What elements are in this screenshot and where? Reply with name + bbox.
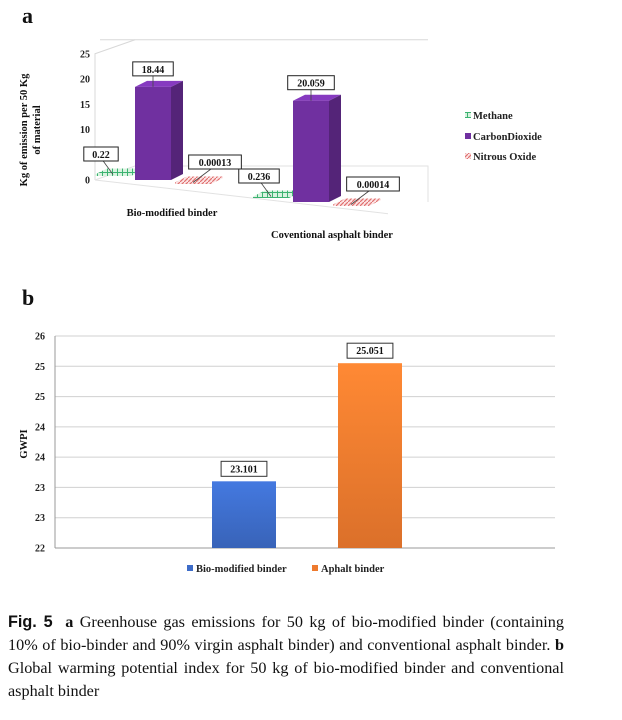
y-tick-label: 22 [35, 544, 45, 555]
caption-fig-label: Fig. 5 [8, 613, 53, 631]
y-tick-label: 26 [35, 332, 45, 343]
data-label-box [220, 460, 268, 477]
data-label: 18.44 [142, 65, 165, 76]
data-label: 0.236 [248, 172, 271, 183]
x-category-label: Coventional asphalt binder [271, 230, 393, 241]
y-tick-label: 23 [35, 513, 45, 524]
bar-bio-modified-binder [212, 481, 276, 548]
bar-side [171, 80, 183, 180]
y-axis-title: Kg of emission per 50 Kg of material [19, 73, 43, 186]
bar-front [175, 182, 211, 184]
bar-front [293, 100, 329, 202]
bar-front [333, 204, 369, 206]
panel-label-a: a [22, 3, 33, 28]
bar-nitrous-oxide [333, 198, 381, 206]
bar-nitrous-oxide [175, 176, 223, 184]
y-tick-label: 25 [35, 362, 45, 373]
legend-swatch [465, 153, 471, 159]
y-tick-label: 10 [80, 125, 90, 136]
y-tick-label: 25 [35, 392, 45, 403]
data-label-box [188, 154, 242, 170]
x-category-label: Bio-modified binder [127, 208, 218, 219]
legend-label: Aphalt binder [321, 564, 385, 575]
bar-carbondioxide [293, 94, 341, 202]
y-axis-title: GWPI [19, 429, 30, 458]
legend-label: CarbonDioxide [473, 132, 542, 143]
caption-text-a: Greenhouse gas emissions for 50 kg of bi… [8, 613, 564, 654]
y-tick-label: 25 [80, 49, 90, 60]
bar-front [253, 196, 289, 198]
data-label-box [287, 75, 335, 91]
y-tick-label: 24 [35, 422, 45, 433]
data-label: 0.22 [92, 150, 110, 161]
data-label: 25.051 [356, 346, 384, 357]
bar-top [95, 168, 143, 175]
data-label-box [346, 176, 400, 192]
bar-top [333, 198, 381, 205]
bar-front [135, 86, 171, 180]
y-axis-title-line2: of material [32, 105, 43, 154]
y-tick-label: 15 [80, 100, 90, 111]
y-tick-label: 0 [85, 176, 90, 187]
data-label-box [83, 146, 119, 162]
legend-swatch [465, 133, 471, 139]
bar-aphalt-binder [338, 363, 402, 548]
caption-part-a: a [65, 613, 74, 631]
caption-text-b: Global warming potential index for 50 kg… [8, 659, 564, 700]
floor-front-edge [94, 179, 389, 215]
bar-top [253, 190, 301, 197]
bar-top [175, 176, 223, 183]
data-label: 0.00013 [199, 158, 232, 169]
bar-top [135, 80, 183, 87]
data-label-box [238, 168, 280, 184]
data-label: 0.00014 [357, 180, 390, 191]
bar-top [293, 94, 341, 101]
panel-label-b: b [22, 285, 35, 310]
y-tick-label: 23 [35, 483, 45, 494]
legend-swatch [312, 565, 318, 571]
data-label-box [132, 61, 174, 77]
data-label: 20.059 [297, 79, 325, 90]
legend-label: Methane [473, 111, 513, 122]
bar-front [95, 174, 131, 176]
legend-swatch [187, 565, 193, 571]
data-label: 23.101 [230, 464, 258, 475]
chart-b: 22 23 23 24 24 25 25 26 GWPI 23.101 25.051 Bio-modi… [19, 332, 555, 575]
caption-part-b: b [554, 636, 564, 654]
back-wall-left [94, 39, 136, 180]
data-label-box [346, 342, 394, 359]
bar-side [369, 198, 381, 206]
y-tick-label: 20 [80, 75, 90, 86]
bar-side [211, 176, 223, 184]
y-tick-label: 24 [35, 453, 45, 464]
y-axis-title-line1: Kg of emission per 50 Kg [19, 73, 30, 186]
legend-label: Bio-modified binder [196, 564, 287, 575]
bar-side [329, 94, 341, 202]
bar-carbondioxide [135, 80, 183, 180]
figure-caption: Fig. 5 a Greenhouse gas emissions for 50… [8, 611, 564, 703]
legend-label: Nitrous Oxide [473, 152, 536, 163]
legend-swatch [465, 112, 471, 118]
